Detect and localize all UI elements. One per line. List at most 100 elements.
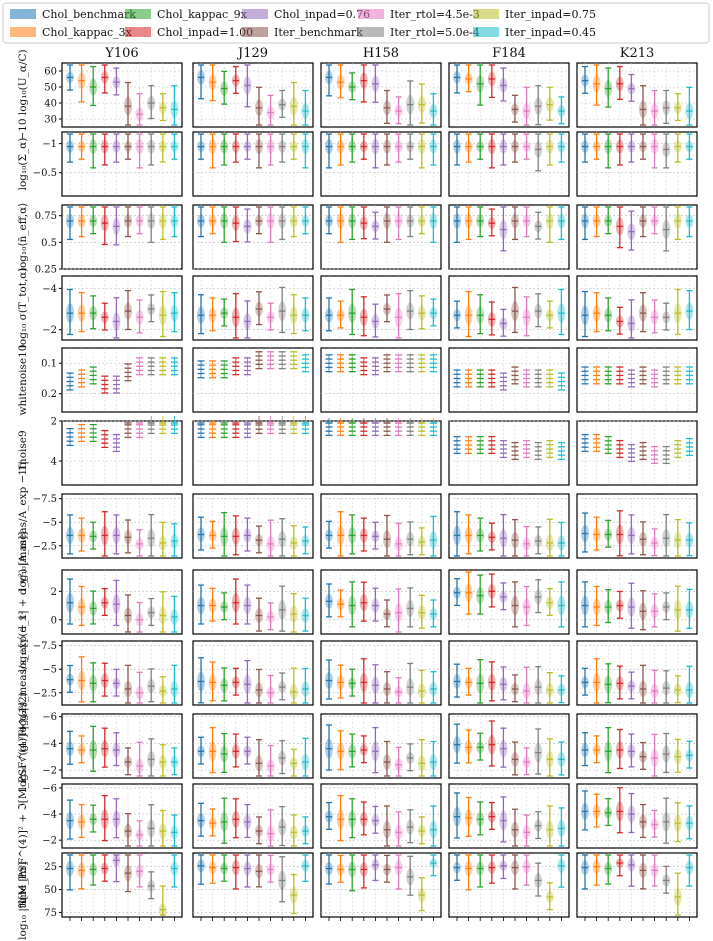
row-ylabel: log₁₀ √(g₁² + g₂²) [17, 702, 29, 791]
legend-label: Iter_inpad=0.45 [505, 26, 596, 39]
panel: −4 −2 [42, 275, 183, 341]
legend-label: Chol_inpad=1.00 [157, 26, 253, 39]
panel [448, 493, 570, 559]
column-title: H158 [363, 46, 399, 61]
panel [192, 640, 314, 706]
panel: −6 −4 −2 [42, 712, 183, 779]
panel [192, 493, 314, 559]
panel-frame [320, 493, 442, 559]
row-ylabel: log₁₀[√(d_x² + d_y²) [mas]] [17, 532, 29, 673]
column-title: Y106 [104, 46, 138, 61]
y-tick-label: −5 [42, 665, 57, 676]
legend-label: Chol_benchmark [42, 8, 136, 21]
panel [448, 783, 570, 849]
panel [576, 420, 698, 486]
panel [448, 131, 570, 197]
panel [576, 275, 698, 341]
panel [576, 131, 698, 197]
y-tick-label: −4 [42, 739, 57, 750]
panel-frame [192, 347, 314, 413]
panel [448, 640, 570, 706]
panel [320, 713, 442, 779]
y-tick-label: −1 [42, 139, 57, 150]
panel [192, 713, 314, 779]
y-tick-label: 2 [51, 417, 57, 428]
panel [576, 493, 698, 559]
panel: 30 40 50 60 [44, 62, 183, 128]
y-tick-label: 50 [44, 885, 57, 896]
row-ylabel: log₁₀ |ℜ[M_PSF^(4)]² + ℑ[M_PSF^(4)]²|^(1… [17, 692, 30, 940]
legend: Chol_benchmark Chol_kappac_3x Chol_kappac_… [2, 2, 710, 44]
y-tick-label: −2 [42, 325, 57, 336]
y-tick-label: −7.5 [33, 641, 57, 652]
panel [192, 783, 314, 849]
panel [320, 62, 442, 128]
panel [320, 493, 442, 559]
panel [448, 204, 570, 270]
y-tick-label: −7.5 [33, 494, 57, 505]
panel: 0.1 0.2 [41, 347, 183, 413]
y-tick-label: 4 [51, 457, 57, 468]
panel-grid: 30405060−1−0.50.250.50.75−4−20.10.224−7.… [33, 62, 698, 921]
y-tick-label: −2.5 [33, 688, 57, 699]
legend-label: Chol_inpad=0.76 [274, 8, 370, 21]
panel: −1 −0.5 [33, 131, 183, 197]
panel [192, 416, 314, 486]
panel [192, 131, 314, 197]
y-tick-label: 0.5 [41, 238, 57, 249]
panel [320, 204, 442, 270]
legend-swatch [125, 27, 151, 37]
panel [320, 783, 442, 849]
panel [320, 569, 442, 635]
y-tick-label: 2 [51, 587, 57, 598]
y-tick-label: −0.5 [33, 168, 57, 179]
panel-frame [448, 347, 570, 413]
y-tick-label: −6 [42, 783, 57, 794]
y-tick-label: −2 [42, 766, 57, 777]
panel [192, 569, 314, 635]
legend-label: Iter_rtol=4.5e-3 [390, 8, 480, 21]
panel [192, 347, 314, 413]
panel [192, 204, 314, 270]
y-tick-label: 0 [51, 615, 57, 626]
panel [320, 418, 442, 486]
y-tick-label: 40 [44, 99, 57, 110]
legend-swatch [358, 27, 384, 37]
panel-frame [448, 62, 570, 128]
row-ylabel: log₁₀ σ(T_tot,α) [17, 268, 29, 349]
panel: −7.5 −5 −2.5 [33, 493, 183, 559]
panel [192, 852, 314, 921]
row-ylabel: log₁₀⟨n̄_eff,α⟩ [17, 203, 29, 272]
panel-frame [61, 420, 183, 486]
panel-frame [576, 62, 698, 128]
column-titles: Y106 J129 H158 F184 K213 [104, 46, 654, 61]
row-ylabel: log₁₀|A_meas/A_exp − 1| [17, 461, 30, 591]
panel [448, 420, 570, 486]
panel-frame [192, 420, 314, 486]
panel: −6 −4 −2 [42, 783, 183, 849]
legend-label: Chol_kappac_3x [42, 26, 133, 39]
panel: −7.5 −5 −2.5 [33, 640, 183, 706]
panel [448, 275, 570, 341]
panel [320, 852, 442, 921]
legend-swatch [473, 9, 499, 19]
legend-swatch [358, 9, 384, 19]
panel: 25 50 75 [44, 852, 183, 921]
legend-swatch [473, 27, 499, 37]
row-ylabel: log₁₀(Σ_α) [17, 138, 29, 191]
panel [576, 783, 698, 849]
y-tick-label: 25 [44, 862, 57, 873]
panel-frame [320, 347, 442, 413]
y-tick-label: −6 [42, 712, 57, 723]
panel [576, 62, 698, 128]
y-tick-label: 30 [44, 115, 57, 126]
legend-swatch [125, 9, 151, 19]
y-tick-label: −4 [42, 284, 57, 295]
row-ylabel: log₁₀|s_meas/s_exp − 1| [17, 610, 30, 736]
y-tick-label: −4 [42, 810, 57, 821]
panel [576, 204, 698, 270]
panel [448, 347, 570, 413]
y-tick-label: 60 [44, 67, 57, 78]
legend-swatch [10, 9, 36, 19]
panel [448, 713, 570, 779]
